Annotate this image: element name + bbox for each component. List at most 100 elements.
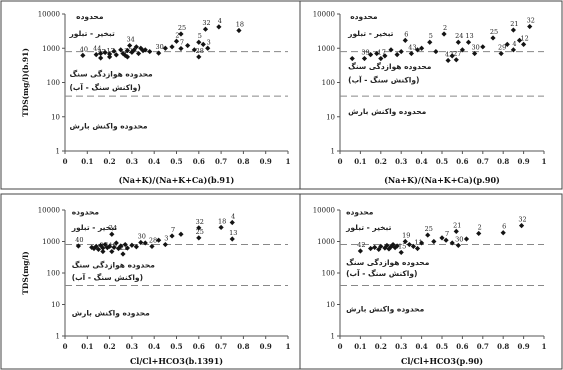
data-point (124, 54, 131, 60)
x-tick-label: 0.5 (170, 342, 182, 351)
panel-4: 1 10 100 1000 10000 0 0.1 0.2 0.3 0.4 0.5 0.6 0.7 0.8… (313, 207, 547, 367)
point-label: 32 (527, 17, 535, 25)
y-tick-label: 10 (51, 113, 60, 121)
y-tick-label: 1000 (42, 45, 60, 53)
data-point (124, 47, 131, 54)
point-label: 34 (127, 36, 135, 44)
data-point (95, 246, 102, 253)
x-tick-label: 0.3 (126, 157, 138, 166)
point-label: 32 (518, 216, 526, 224)
data-point (100, 245, 106, 251)
data-point (102, 49, 108, 56)
data-point (142, 47, 148, 53)
x-tick-label: 0.6 (456, 342, 468, 351)
panel-2: 1 10 100 1000 10000 0 0.1 0.2 0.3 0.4 0.5 0.6 0.7 0.8… (313, 11, 547, 186)
data-point (229, 219, 235, 226)
data-point (392, 245, 398, 251)
x-tick-label: 0.4 (416, 342, 428, 351)
data-point (516, 37, 523, 43)
x-tick-label: 0.7 (215, 157, 227, 166)
data-point (378, 55, 384, 62)
point-label: 3 (164, 235, 168, 243)
data-point (147, 48, 153, 55)
region-label: محدوده هوازدگی سنگ (69, 69, 153, 78)
x-axis-title: Cl/Cl+HCO3(b.1391) (130, 356, 223, 366)
y-axis-title: TDS(mg/l)(b.91) (21, 48, 30, 117)
data-point (162, 45, 168, 51)
data-point (113, 240, 119, 246)
x-tick-label: 1 (286, 157, 291, 166)
point-label: 11 (414, 238, 422, 246)
data-point (191, 47, 197, 53)
data-point (118, 243, 124, 249)
data-point (449, 240, 455, 246)
region-label: تبخیر - تبلور (345, 223, 391, 232)
y-tick-label: 100 (47, 270, 60, 278)
x-tick-label: 0.4 (416, 157, 428, 166)
data-point (349, 55, 355, 62)
data-point (205, 45, 211, 51)
y-tick-label: 100 (322, 270, 335, 278)
x-tick-label: 0 (63, 342, 68, 351)
data-point (419, 240, 425, 246)
data-point (390, 241, 396, 248)
x-tick-label: 0.2 (375, 342, 387, 351)
data-point (107, 54, 113, 60)
point-label: 3 (207, 38, 211, 46)
y-tick-label: 10000 (313, 207, 335, 215)
point-label: 30 (156, 43, 164, 51)
region-label: محدوده واکنش بارش (346, 304, 424, 313)
point-label: 25 (490, 28, 498, 36)
data-point (414, 245, 421, 252)
point-label: 12 (520, 34, 528, 42)
data-point (200, 41, 206, 47)
x-tick-label: 0.2 (104, 342, 116, 351)
data-point (149, 243, 155, 249)
region-label: محدوده هوازدگی سنگ (348, 62, 432, 71)
y-tick-label: 10 (326, 113, 335, 121)
x-tick-label: 0.9 (518, 157, 530, 166)
data-point (427, 39, 433, 45)
point-label: 2 (443, 24, 447, 32)
x-tick-label: 0.5 (436, 157, 448, 166)
x-tick-label: 0 (338, 342, 343, 351)
data-point (419, 45, 425, 51)
x-tick-label: 0.8 (497, 157, 509, 166)
y-tick-label: 10 (51, 301, 60, 309)
region-label: (واکنش سنگ - آب) (346, 268, 417, 278)
data-point (216, 24, 222, 30)
data-point (109, 231, 115, 237)
x-tick-label: 0.7 (477, 342, 489, 351)
region-label: تبخیر - تبلور (71, 223, 117, 232)
point-label: 13 (229, 229, 237, 237)
x-tick-label: 0.1 (354, 342, 366, 351)
data-point (398, 48, 404, 55)
point-label: 25 (196, 228, 204, 236)
x-tick-label: 0.6 (193, 342, 205, 351)
data-point (361, 55, 368, 62)
point-label: 6 (502, 223, 506, 231)
data-point (463, 236, 470, 242)
data-point (75, 243, 81, 249)
region-label: محدوده هوازدگی سنگ (72, 260, 156, 269)
data-point (93, 52, 99, 58)
data-point (196, 225, 202, 231)
point-label: 4 (218, 17, 222, 25)
region-label: محدوده (346, 207, 374, 216)
point-label: 25 (178, 24, 186, 32)
x-tick-label: 0.1 (354, 157, 366, 166)
point-label: 29 (498, 44, 506, 52)
data-point (93, 243, 99, 249)
data-point (196, 39, 202, 45)
data-point (378, 243, 384, 249)
point-label: 5 (198, 32, 202, 40)
data-point (504, 41, 510, 47)
data-point (398, 249, 404, 256)
point-label: 2 (478, 223, 482, 231)
data-point (441, 31, 447, 37)
point-label: 40 (80, 45, 88, 53)
data-point (453, 228, 459, 234)
x-tick-label: 0.9 (260, 342, 272, 351)
data-point (402, 37, 408, 43)
